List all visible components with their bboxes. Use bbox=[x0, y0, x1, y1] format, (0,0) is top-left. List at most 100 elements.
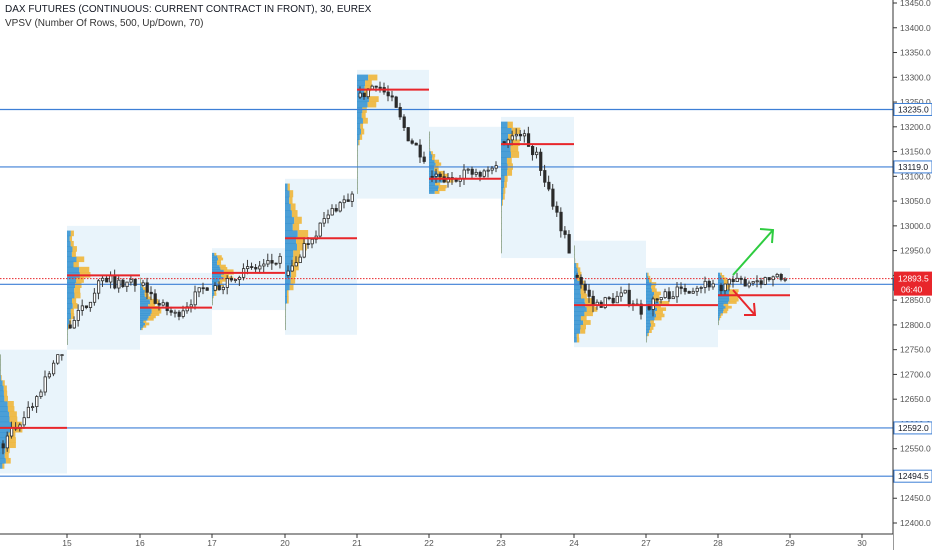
volume-bar-up bbox=[432, 154, 436, 158]
volume-bar-down bbox=[0, 426, 13, 433]
volume-bar-down bbox=[574, 245, 575, 251]
volume-bar-up bbox=[649, 329, 652, 334]
volume-bar-down bbox=[0, 406, 8, 412]
volume-bar-down bbox=[429, 159, 435, 163]
volume-profile-layer bbox=[0, 69, 790, 474]
volume-bar-down bbox=[574, 337, 577, 343]
volume-bar-up bbox=[219, 264, 226, 268]
volume-bar-down bbox=[646, 294, 654, 299]
volume-bar-down bbox=[0, 385, 4, 392]
candle-body bbox=[663, 291, 667, 298]
volume-bar-up bbox=[722, 277, 727, 281]
volume-bar-down bbox=[67, 282, 75, 288]
volume-bar-down bbox=[212, 293, 215, 296]
candle-body bbox=[535, 151, 539, 156]
volume-bar-down bbox=[429, 170, 438, 175]
candle-body bbox=[161, 302, 165, 306]
indicator-legend: VPSV (Number Of Rows, 500, Up/Down, 70) bbox=[5, 18, 204, 29]
volume-bar-down bbox=[574, 258, 575, 264]
volume-bar-down bbox=[718, 272, 721, 276]
volume-bar-up bbox=[580, 324, 586, 330]
volume-bar-down bbox=[357, 188, 358, 194]
volume-bar-down bbox=[718, 312, 721, 316]
volume-bar-down bbox=[212, 255, 218, 259]
volume-bar-up bbox=[723, 279, 729, 283]
volume-bar-down bbox=[357, 85, 365, 92]
volume-bar-down bbox=[718, 298, 730, 302]
candle-body bbox=[84, 305, 89, 308]
volume-bar-down bbox=[501, 181, 505, 188]
candle-body bbox=[490, 167, 494, 171]
candle-body bbox=[414, 142, 418, 146]
volume-bar-down bbox=[574, 263, 577, 268]
candle-body bbox=[9, 427, 14, 437]
volume-bar-down bbox=[0, 354, 1, 361]
candle-body bbox=[531, 146, 535, 156]
volume-bar-up bbox=[649, 278, 652, 283]
volume-bar-down bbox=[140, 310, 152, 314]
volume-bar-up bbox=[7, 406, 15, 412]
candle-body bbox=[522, 133, 527, 137]
volume-bar-up bbox=[429, 148, 431, 152]
volume-bar-down bbox=[212, 274, 222, 277]
volume-bar-up bbox=[148, 303, 155, 307]
candle-body bbox=[342, 199, 346, 204]
candle-body bbox=[56, 354, 60, 364]
y-tick-label: 12550.0 bbox=[900, 444, 931, 454]
x-tick-label: 16 bbox=[135, 538, 145, 548]
forecast-arrows-layer bbox=[732, 228, 775, 316]
candle-body bbox=[72, 320, 76, 329]
volume-bar-down bbox=[718, 275, 722, 278]
volume-bar-down bbox=[718, 317, 720, 321]
candle-body bbox=[751, 281, 755, 284]
volume-bar-down bbox=[67, 334, 68, 340]
candle-body bbox=[229, 278, 234, 281]
volume-bar-down bbox=[646, 335, 647, 340]
volume-bar-down bbox=[718, 308, 724, 311]
volume-bar-up bbox=[655, 310, 663, 315]
volume-bar-up bbox=[76, 277, 84, 283]
volume-bar-up bbox=[431, 151, 433, 155]
volume-bar-down bbox=[646, 323, 652, 327]
candle-body bbox=[302, 243, 306, 258]
volume-bar-up bbox=[574, 258, 576, 264]
x-tick-label: 17 bbox=[207, 538, 217, 548]
volume-bar-up bbox=[367, 101, 377, 108]
volume-bar-up bbox=[217, 281, 223, 285]
candle-body bbox=[278, 255, 282, 264]
x-tick-label: 15 bbox=[62, 538, 72, 548]
volume-bar-up bbox=[507, 169, 513, 176]
candle-body bbox=[217, 285, 221, 291]
candle-body bbox=[667, 291, 671, 300]
candle-body bbox=[109, 275, 113, 283]
candle-body bbox=[298, 256, 302, 264]
volume-bar-down bbox=[285, 196, 290, 204]
last-price-label: 12893.5 bbox=[898, 274, 929, 284]
candle-body bbox=[482, 170, 486, 177]
volume-bar-down bbox=[140, 277, 141, 281]
volume-bar-up bbox=[11, 421, 22, 428]
volume-bar-up bbox=[3, 390, 8, 397]
volume-bar-down bbox=[67, 318, 70, 325]
volume-bar-up bbox=[290, 203, 296, 211]
volume-bar-up bbox=[72, 297, 77, 304]
volume-bar-down bbox=[574, 333, 577, 339]
volume-bar-up bbox=[4, 395, 8, 402]
volume-bar-up bbox=[141, 284, 144, 288]
volume-bar-up bbox=[72, 303, 78, 309]
volume-bar-down bbox=[646, 285, 652, 289]
volume-bar-up bbox=[435, 182, 441, 186]
volume-bar-down bbox=[0, 400, 8, 407]
volume-bar-up bbox=[8, 442, 16, 449]
volume-bar-up bbox=[723, 310, 728, 314]
volume-bar-up bbox=[8, 437, 16, 443]
volume-bar-up bbox=[70, 313, 75, 320]
volume-bar-down bbox=[501, 175, 505, 182]
candle-body bbox=[430, 175, 434, 178]
candle-body bbox=[711, 283, 715, 288]
candle-body bbox=[193, 291, 197, 306]
volume-bar-up bbox=[73, 261, 79, 268]
volume-bar-up bbox=[581, 293, 587, 299]
volume-bar-down bbox=[140, 294, 145, 297]
